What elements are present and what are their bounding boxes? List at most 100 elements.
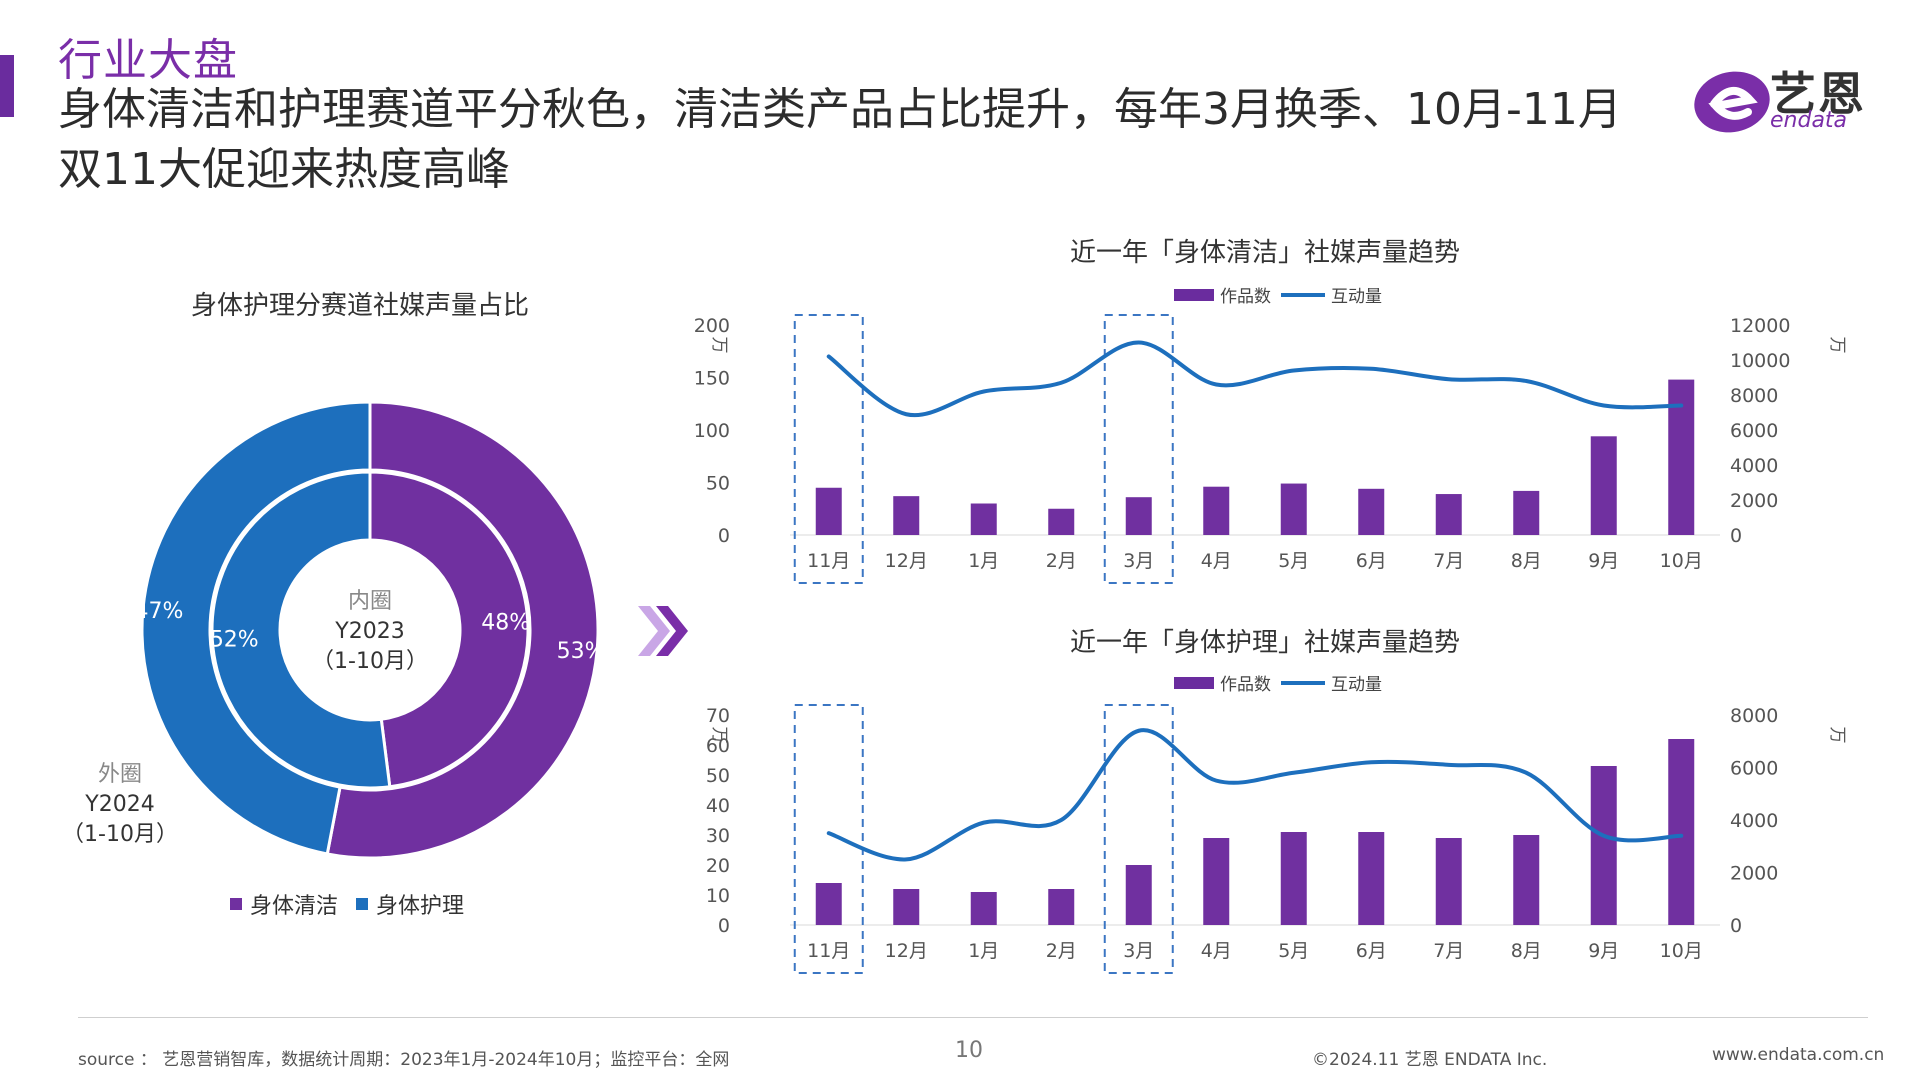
chart-clean-trend: 200 150 100 50 0 万 12000 10000 8000 6000 4000 2000 0… [694,314,1847,584]
legend-bar-swatch [1174,288,1214,301]
clean-left-tick: 0 [718,525,730,547]
care-bar [1513,835,1540,925]
outer-ring-range: （1-10月） [62,822,178,847]
double-chevron-right-icon [638,606,688,656]
legend-line-swatch [1281,680,1325,685]
care-x-tick: 10月 [1660,940,1703,962]
legend-swatch-care [356,898,369,910]
care-left-tick: 60 [706,735,730,757]
outer-slice-label-1: 47% [134,599,183,624]
care-x-tick: 5月 [1278,940,1309,962]
footer-website: www.endata.com.cn [1712,1045,1885,1065]
care-bar [1048,889,1075,925]
clean-left-unit: 万 [709,337,729,354]
endata-logo-icon [1694,71,1770,133]
clean-right-tick: 4000 [1730,455,1778,477]
footer-divider [78,1017,1868,1018]
donut-chart-title: 身体护理分赛道社媒声量占比 [190,291,529,321]
clean-right-tick: 6000 [1730,420,1778,442]
inner-ring-range: （1-10月） [312,649,428,674]
care-right-tick: 0 [1730,915,1742,937]
care-right-tick: 8000 [1730,705,1778,727]
clean-bar [970,503,997,535]
legend-label-clean: 身体清洁 [250,894,339,919]
clean-right-tick: 8000 [1730,385,1778,407]
care-left-tick: 0 [718,915,730,937]
care-x-tick: 11月 [807,940,850,962]
outer-slice-0 [325,400,600,860]
legend-bar-label: 作品数 [1220,287,1271,307]
care-bar [1125,865,1152,925]
clean-bar [1280,483,1307,535]
clean-bar [1048,508,1075,535]
outer-ring-label: 外圈 Y2024 （1-10月） [20,760,220,850]
care-bar [893,889,920,925]
care-x-tick: 6月 [1356,940,1387,962]
care-x-tick: 12月 [885,940,928,962]
clean-bar [1203,486,1230,535]
page-number: 10 [955,1038,983,1063]
clean-left-tick: 200 [694,315,730,337]
care-left-tick: 10 [706,885,730,907]
clean-x-tick: 10月 [1660,550,1703,572]
care-right-tick: 2000 [1730,863,1778,885]
care-left-tick: 50 [706,765,730,787]
care-bar [1590,766,1617,925]
care-x-tick: 3月 [1123,940,1154,962]
care-left-tick: 30 [706,825,730,847]
clean-bar [1590,436,1617,535]
chart-clean-title: 近一年「身体清洁」社媒声量趋势 [1070,238,1461,268]
legend-label-care: 身体护理 [376,894,465,919]
clean-right-tick: 0 [1730,525,1742,547]
outer-slice-label-0: 53% [557,639,606,664]
clean-left-tick: 50 [706,473,730,495]
care-x-tick: 2月 [1046,940,1077,962]
logo-text-cn: 艺恩 [1770,67,1866,121]
clean-x-tick: 9月 [1588,550,1619,572]
care-highlight-box [793,704,864,974]
accent-bar [0,55,14,117]
donut-legend: 身体清洁 身体护理 [230,888,464,920]
footer-copyright: ©2024.11 艺恩 ENDATA Inc. [1312,1050,1548,1070]
clean-x-tick: 8月 [1511,550,1542,572]
care-bar [1668,739,1695,925]
care-x-tick: 9月 [1588,940,1619,962]
clean-right-tick: 10000 [1730,350,1790,372]
chart-care-trend: 70 60 50 40 30 20 10 0 万 8000 6000 4000 2000 0 万 11月 12月… [706,704,1847,974]
clean-x-tick: 3月 [1123,550,1154,572]
clean-bar [1125,497,1152,535]
care-x-tick: 1月 [968,940,999,962]
clean-bar [893,496,920,535]
clean-bar [815,487,842,535]
clean-right-unit: 万 [1827,337,1847,354]
clean-x-tick: 11月 [807,550,850,572]
logo-text-en: endata [1770,108,1848,133]
clean-bar [1668,379,1695,535]
care-bar [1203,838,1230,925]
care-bar [970,892,997,925]
inner-slice-label-0: 48% [481,610,530,635]
clean-x-tick: 5月 [1278,550,1309,572]
clean-left-tick: 150 [694,368,730,390]
footer-source: source ： 艺恩营销智库，数据统计周期：2023年1月-2024年10月；… [78,1050,730,1070]
care-x-tick: 8月 [1511,940,1542,962]
care-highlight-box [1103,704,1174,974]
care-x-tick: 4月 [1201,940,1232,962]
clean-line [826,340,1684,418]
clean-bar [1435,494,1462,535]
outer-ring-period: Y2024 [85,792,155,817]
legend-line-label: 互动量 [1331,675,1382,695]
care-left-tick: 40 [706,795,730,817]
inner-slice-1 [210,470,392,790]
page-title: 身体清洁和护理赛道平分秋色，清洁类产品占比提升，每年3月换季、10月-11月双1… [58,84,1622,195]
donut-chart: 53% 47% 48% 52% 内圈 Y2023 （1-10月） [134,400,606,860]
clean-x-tick: 7月 [1433,550,1464,572]
outer-ring-name: 外圈 [97,762,142,787]
care-bar [1358,832,1385,925]
care-right-unit: 万 [1827,727,1847,744]
legend-line-label: 互动量 [1331,287,1382,307]
section-tag: 行业大盘 [58,35,238,86]
care-right-tick: 4000 [1730,810,1778,832]
chart-clean-legend: 作品数 互动量 [1174,282,1382,307]
care-line [826,728,1684,862]
